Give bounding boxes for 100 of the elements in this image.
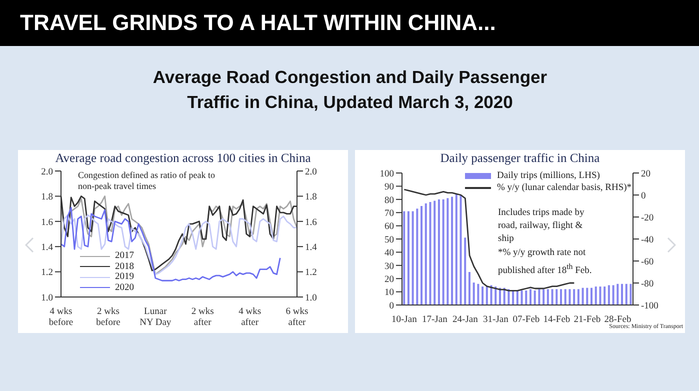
x-tick-label: 28-Feb [604,315,632,325]
bar [542,289,545,305]
bar [520,290,523,305]
bar [590,288,593,305]
annotation: Includes trips made by road, railway, flight & ship [498,207,586,246]
legend-label: 2019 [115,272,134,282]
y-tick-label: 1.0 [41,293,54,304]
y2-tick-label: -20 [641,213,654,224]
y-tick-label: 70 [384,208,394,219]
y-tick-label: 20 [384,274,394,285]
bar [582,288,584,305]
bar [546,289,549,305]
y2-tick-label: 1.0 [305,293,318,304]
y-tick-label: 80 [384,196,394,206]
legend-label: 2018 [115,262,134,272]
y2-tick-label: -60 [641,257,654,268]
y-tick-label: 0 [389,301,394,312]
legend-label: 2017 [115,251,134,262]
y2-tick-label: -80 [641,279,654,290]
y2-tick-label: 1.6 [305,218,318,228]
bar [490,285,492,305]
bar [460,195,462,305]
y2-tick-label: 1.4 [305,242,318,253]
bar [529,289,532,305]
bar [625,284,628,305]
y2-tick-label: 20 [641,169,651,180]
x-tick-label: 24-Jan [452,315,478,325]
bar [525,290,528,305]
legend-label: % y/y (lunar calendar basis, RHS)* [497,182,632,194]
bar [551,289,554,305]
y2-tick-label: 1.2 [305,268,318,278]
text: Average Road Congestion and Daily Passenger Traffic in China, Updated March 3, 2020 [152,66,548,114]
y2-tick-label: 2.0 [305,167,318,178]
bar [412,211,414,305]
y-tick-label: 60 [384,222,394,232]
text: TRAVEL GRINDS TO A HALT WITHIN CHINA... [20,10,496,36]
bar [604,286,606,305]
bar [468,272,470,305]
bar [616,284,619,305]
bar [477,284,480,305]
x-tick-label: 17-Jan [422,315,448,325]
bar [560,289,562,305]
bar [573,289,576,305]
y-tick-label: 90 [384,182,394,193]
bar [630,284,632,305]
chart-title: Daily passenger traffic in China [439,151,601,166]
bar [621,284,624,305]
y-tick-label: 2.0 [41,167,54,178]
legend-label: Daily trips (millions, LHS) [497,170,600,182]
bar [512,290,514,305]
bar [482,286,484,305]
x-tick-label: 07-Feb [512,315,540,325]
x-tick-label: 14-Feb [543,315,570,325]
y-tick-label: 30 [384,262,394,272]
bar [442,199,444,305]
bar [451,196,454,305]
x-tick-label: 21-Feb [574,315,601,325]
bar [534,290,536,305]
legend-label: 2020 [115,282,134,293]
y-tick-label: 100 [380,169,394,180]
bar [446,198,449,305]
annotation: Congestion defined as ratio of peak to non-peak travel times [78,170,216,192]
y2-tick-label: -40 [641,235,654,246]
chart-title: Average road congestion across 100 cities in China [54,151,312,166]
x-tick-label: Lunar NY Day [140,307,172,328]
bar [568,289,571,305]
bar [464,238,466,305]
bar [403,211,406,305]
x-tick-label: 4 wks before [48,307,74,328]
bar [586,288,588,305]
bar [494,286,497,305]
y2-tick-label: 1.8 [305,192,318,203]
y-tick-label: 40 [384,248,394,259]
y-tick-label: 10 [384,288,394,298]
y-tick-label: 1.2 [41,268,54,278]
y-tick-label: 1.4 [41,242,54,253]
x-tick-label: 6 wks after [286,307,309,328]
y2-tick-label: -100 [641,301,659,312]
x-tick-label: 4 wks after [238,307,262,328]
bar [407,211,410,305]
bar [516,290,518,305]
line-series [60,206,281,282]
annotation: *% y/y growth rate not published after 18$^{th}$ Feb. [498,247,593,278]
x-tick-label: 2 wks before [96,307,120,328]
bar [420,206,423,305]
bar [538,289,540,305]
y-tick-label: 50 [384,235,394,246]
bar [455,194,458,305]
bar [612,285,614,305]
bar [429,202,432,305]
bar [564,289,566,305]
bar [594,286,597,305]
bar [434,200,436,305]
bar [577,289,580,305]
bar [608,285,610,305]
y-tick-label: 1.8 [41,192,54,203]
bar [472,282,475,305]
y2-tick-label: 0 [641,191,646,202]
bar [438,199,440,305]
x-tick-label: 10-Jan [392,315,418,325]
